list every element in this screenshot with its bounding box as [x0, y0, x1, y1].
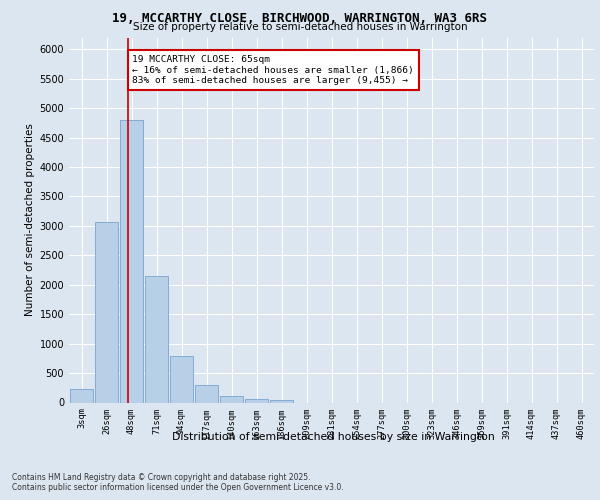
Text: Contains HM Land Registry data © Crown copyright and database right 2025.: Contains HM Land Registry data © Crown c…: [12, 472, 311, 482]
Text: 19, MCCARTHY CLOSE, BIRCHWOOD, WARRINGTON, WA3 6RS: 19, MCCARTHY CLOSE, BIRCHWOOD, WARRINGTO…: [113, 12, 487, 26]
Text: Distribution of semi-detached houses by size in Warrington: Distribution of semi-detached houses by …: [172, 432, 494, 442]
Bar: [195, 385, 218, 402]
Bar: [245, 399, 268, 402]
Bar: [145, 276, 168, 402]
Bar: [120, 120, 143, 403]
Text: Size of property relative to semi-detached houses in Warrington: Size of property relative to semi-detach…: [133, 22, 467, 32]
Y-axis label: Number of semi-detached properties: Number of semi-detached properties: [25, 124, 35, 316]
Bar: [70, 389, 93, 402]
Bar: [270, 400, 293, 402]
Bar: [95, 222, 118, 402]
Text: 19 MCCARTHY CLOSE: 65sqm
← 16% of semi-detached houses are smaller (1,866)
83% o: 19 MCCARTHY CLOSE: 65sqm ← 16% of semi-d…: [132, 55, 414, 85]
Text: Contains public sector information licensed under the Open Government Licence v3: Contains public sector information licen…: [12, 482, 344, 492]
Bar: [170, 356, 193, 403]
Bar: [220, 396, 243, 402]
